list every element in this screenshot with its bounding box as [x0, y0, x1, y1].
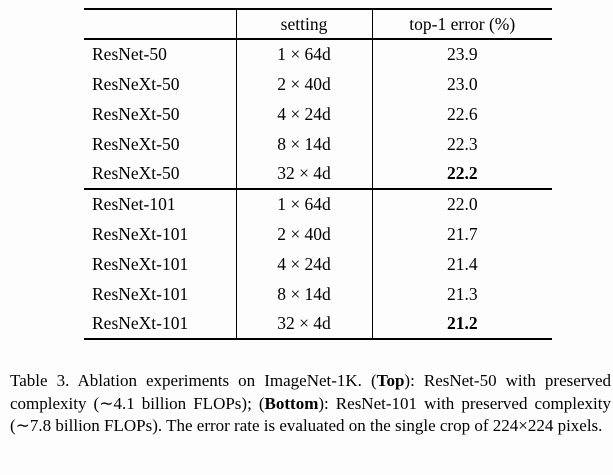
model-cell: ResNet-101	[84, 188, 236, 219]
setting-cell: 8 × 14d	[235, 129, 373, 159]
setting-cell: 2 × 40d	[235, 69, 373, 99]
model-cell: ResNeXt-50	[92, 73, 180, 94]
table-row: ResNeXt-101 2 × 40d 21.7	[84, 219, 552, 249]
table-row: ResNet-101 1 × 64d 22.0	[84, 188, 552, 219]
error-cell: 21.2	[446, 313, 478, 333]
model-cell: ResNeXt-101	[92, 223, 189, 244]
setting-cell: 1 × 64d	[235, 188, 373, 219]
header-setting: setting	[235, 9, 373, 40]
setting-cell: 2 × 40d	[235, 219, 373, 249]
table-row: ResNeXt-101 32 × 4d 21.2	[84, 309, 552, 339]
caption-text: ): ResNet-101 with preserved complexity …	[10, 393, 611, 436]
setting-cell: 32 × 4d	[235, 309, 373, 339]
paper-table-figure: setting top-1 error (%) ResNet-50 1 × 64d…	[10, 8, 611, 438]
table-row: ResNeXt-101 8 × 14d 21.3	[84, 279, 552, 309]
caption-text: Table 3. Ablation experiments on ImageNe…	[10, 371, 377, 390]
table-row: ResNeXt-50 8 × 14d 22.3	[84, 129, 552, 159]
model-cell: ResNet-50	[92, 44, 167, 64]
error-cell: 22.3	[446, 133, 478, 154]
error-cell: 21.7	[446, 223, 478, 244]
header-top1-error: top-1 error (%)	[372, 9, 552, 40]
setting-cell: 4 × 24d	[235, 99, 373, 129]
error-cell: 22.6	[446, 103, 478, 124]
error-cell: 22.2	[446, 163, 478, 183]
error-cell: 23.9	[446, 44, 478, 64]
error-cell: 23.0	[446, 73, 478, 94]
table-row: ResNeXt-50 2 × 40d 23.0	[84, 69, 552, 99]
header-model	[84, 9, 236, 40]
caption-bold-text: Top	[376, 371, 405, 390]
table-caption: Table 3. Ablation experiments on ImageNe…	[10, 370, 611, 438]
model-cell: ResNeXt-101	[92, 283, 189, 304]
model-cell: ResNeXt-50	[92, 133, 180, 154]
table-body: ResNet-50 1 × 64d 23.9 ResNeXt-50 2 × 40d 23.…	[84, 39, 552, 339]
error-cell: 22.0	[372, 188, 552, 219]
error-cell: 21.4	[446, 253, 478, 274]
table-row: ResNeXt-50 32 × 4d 22.2	[84, 159, 552, 189]
model-cell: ResNeXt-101	[92, 253, 189, 274]
model-cell: ResNeXt-50	[92, 103, 180, 124]
table-header-row: setting top-1 error (%)	[84, 9, 552, 40]
caption-text: ): ResNet-50 with preserved complexity (…	[10, 371, 611, 413]
setting-cell: 1 × 64d	[235, 39, 373, 69]
ablation-table: setting top-1 error (%) ResNet-50 1 × 64d…	[84, 8, 552, 340]
setting-cell: 32 × 4d	[235, 159, 373, 189]
table-row: ResNet-50 1 × 64d 23.9	[84, 39, 552, 69]
model-cell: ResNeXt-50	[92, 163, 180, 183]
setting-cell: 4 × 24d	[235, 249, 373, 279]
error-cell: 21.3	[446, 283, 478, 304]
model-cell: ResNeXt-101	[92, 313, 189, 333]
table-row: ResNeXt-101 4 × 24d 21.4	[84, 249, 552, 279]
caption-bold-text: Bottom	[264, 393, 319, 413]
setting-cell: 8 × 14d	[235, 279, 373, 309]
table-row: ResNeXt-50 4 × 24d 22.6	[84, 99, 552, 129]
